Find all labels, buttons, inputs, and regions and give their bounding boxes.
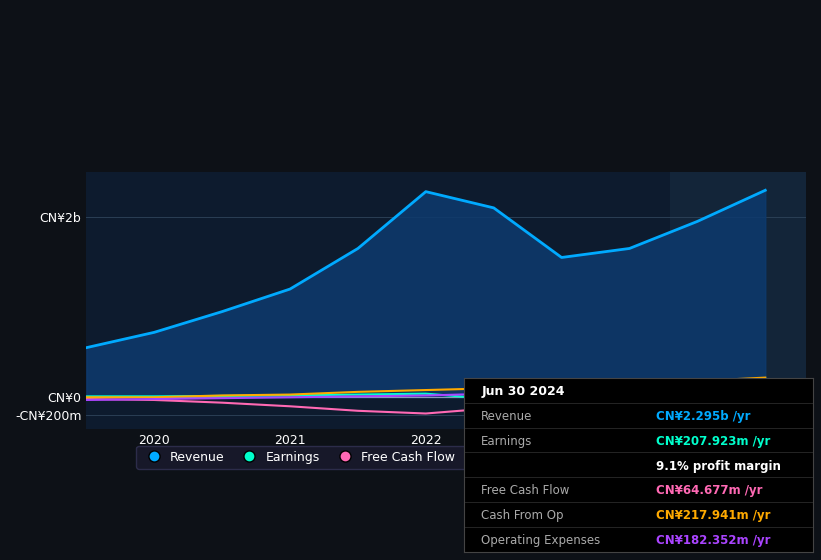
Text: CN¥182.352m /yr: CN¥182.352m /yr [656,534,770,547]
Bar [670,172,806,429]
Text: Operating Expenses: Operating Expenses [481,534,600,547]
Text: Cash From Op: Cash From Op [481,509,564,522]
Text: CN¥64.677m /yr: CN¥64.677m /yr [656,484,762,497]
Legend: Revenue, Earnings, Free Cash Flow, Cash From Op, Operating Expenses: Revenue, Earnings, Free Cash Flow, Cash … [136,446,756,469]
Text: CN¥207.923m /yr: CN¥207.923m /yr [656,435,770,448]
Text: Free Cash Flow: Free Cash Flow [481,484,570,497]
Text: 9.1% profit margin: 9.1% profit margin [656,460,781,473]
Text: CN¥2.295b /yr: CN¥2.295b /yr [656,410,750,423]
Text: Jun 30 2024: Jun 30 2024 [481,385,565,398]
Text: CN¥217.941m /yr: CN¥217.941m /yr [656,509,770,522]
Text: Revenue: Revenue [481,410,533,423]
Text: Earnings: Earnings [481,435,533,448]
